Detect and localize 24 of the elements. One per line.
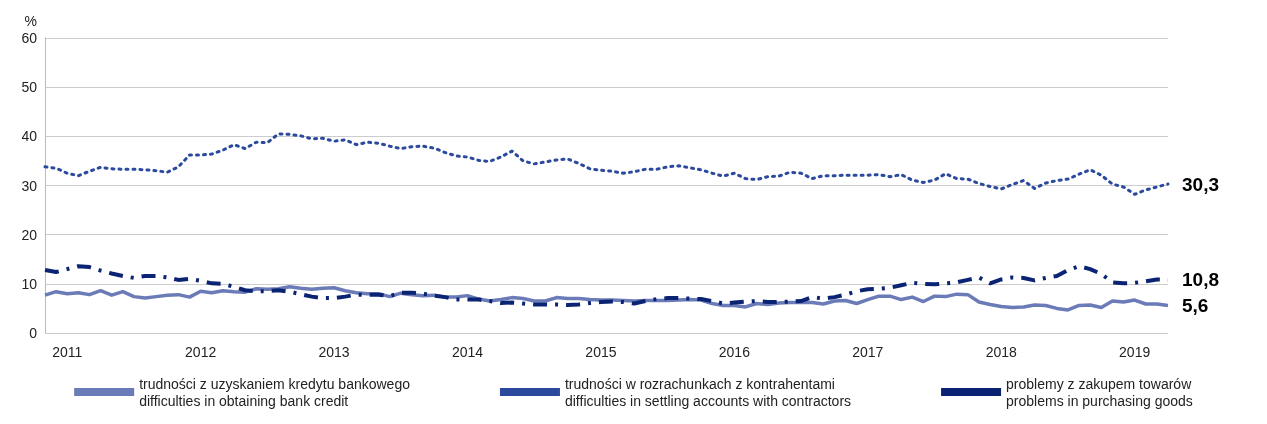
y-axis-title: % — [24, 13, 37, 29]
x-tick-label: 2017 — [852, 344, 884, 360]
line-series — [43, 132, 1170, 196]
legend-label: trudności w rozrachunkach z kontrahentami difficulties in settling accounts with contractors — [564, 375, 852, 409]
y-tick-label: 0 — [29, 325, 38, 341]
x-tick-label: 2014 — [451, 344, 484, 360]
legend-label: trudności z uzyskaniem kredytu bankowego difficulties in obtaining bank credit — [139, 375, 411, 409]
data-label: 5,6 — [1182, 294, 1209, 316]
x-tick-label: 2012 — [185, 344, 217, 360]
data-label: 10,8 — [1182, 269, 1219, 291]
legend-label: problemy z zakupem towarów problems in purchasing goods — [1006, 375, 1193, 409]
data-label: 30,3 — [1182, 173, 1219, 195]
x-tick-label: 2018 — [985, 344, 1017, 360]
x-tick-label: 2019 — [1119, 344, 1151, 360]
y-tick-label: 50 — [21, 79, 38, 96]
y-tick-label: 60 — [21, 30, 38, 46]
x-tick-label: 2015 — [585, 344, 617, 360]
x-tick-label: 2011 — [52, 344, 83, 360]
x-tick-label: 2016 — [718, 344, 751, 360]
y-tick-label: 40 — [21, 128, 38, 145]
x-tick-label: 2013 — [318, 344, 350, 360]
y-tick-label: 30 — [21, 177, 38, 194]
y-tick-label: 20 — [21, 226, 38, 243]
y-tick-label: 10 — [21, 275, 38, 292]
